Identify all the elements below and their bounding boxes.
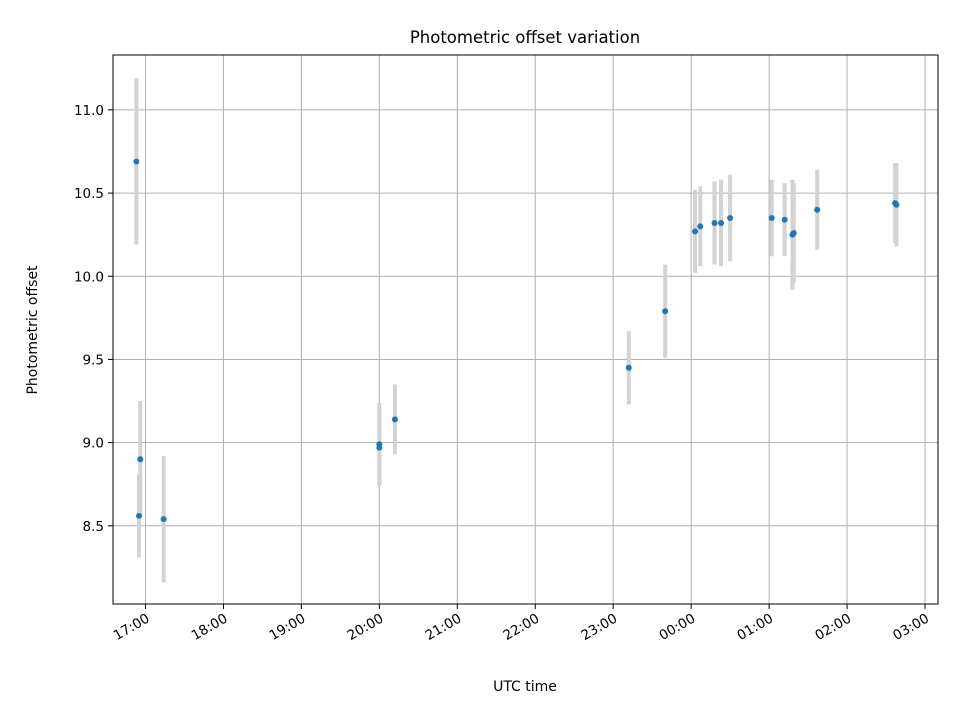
data-point bbox=[133, 158, 140, 165]
y-axis-label: Photometric offset bbox=[25, 265, 41, 395]
data-point bbox=[697, 223, 704, 230]
data-point bbox=[692, 228, 699, 235]
data-point bbox=[790, 230, 797, 237]
data-point bbox=[662, 308, 669, 315]
data-point bbox=[625, 364, 632, 371]
data-point bbox=[893, 201, 900, 208]
data-point bbox=[137, 456, 144, 463]
y-tick-label: 10.0 bbox=[74, 269, 104, 285]
y-tick-label: 9.0 bbox=[83, 436, 104, 452]
data-point bbox=[376, 444, 383, 451]
point-layer bbox=[133, 158, 900, 523]
data-point bbox=[135, 512, 142, 519]
y-tick-label: 8.5 bbox=[83, 519, 104, 535]
data-point bbox=[718, 220, 725, 227]
y-axis-ticks: 8.5 9.0 9.5 10.0 10.5 11.0 bbox=[74, 103, 113, 535]
plot-frame bbox=[112, 54, 939, 605]
y-tick-label: 10.5 bbox=[74, 186, 104, 202]
x-axis-label: UTC time bbox=[493, 679, 557, 695]
data-point bbox=[711, 220, 718, 227]
data-point bbox=[391, 416, 398, 423]
data-point bbox=[768, 215, 775, 222]
chart-title: Photometric offset variation bbox=[410, 28, 640, 47]
data-point bbox=[814, 206, 821, 213]
y-tick-label: 9.5 bbox=[83, 352, 104, 368]
y-tick-label: 11.0 bbox=[74, 103, 104, 119]
data-point bbox=[160, 516, 167, 523]
data-point bbox=[781, 216, 788, 223]
grid-layer bbox=[113, 55, 938, 604]
data-point bbox=[727, 215, 734, 222]
